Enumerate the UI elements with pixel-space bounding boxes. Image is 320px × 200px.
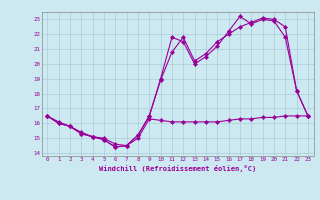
X-axis label: Windchill (Refroidissement éolien,°C): Windchill (Refroidissement éolien,°C)	[99, 165, 256, 172]
